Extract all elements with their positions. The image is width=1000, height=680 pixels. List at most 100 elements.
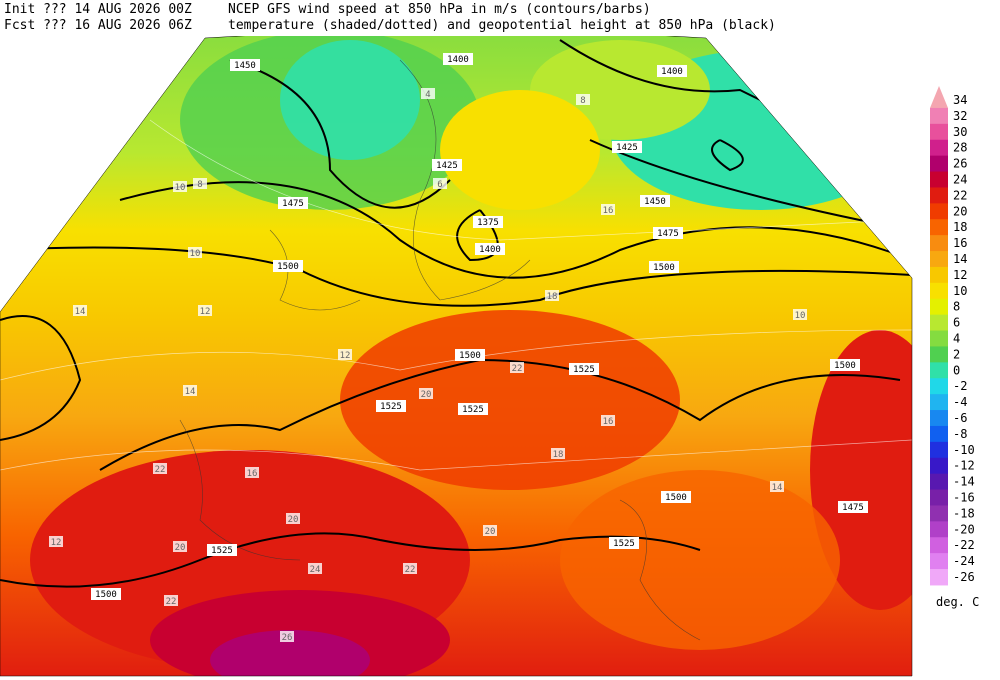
- colorbar-label: -4: [953, 395, 967, 409]
- color-swatch: [930, 489, 948, 506]
- label-box: [286, 513, 300, 524]
- label-box: [649, 261, 679, 273]
- label-box: [338, 349, 352, 360]
- label-box: [421, 88, 435, 99]
- temperature-label: 26: [282, 633, 293, 643]
- color-swatch: [930, 298, 948, 316]
- height-label: 1475: [842, 503, 864, 513]
- label-box: [569, 363, 599, 375]
- colorbar-label: -24: [953, 554, 975, 568]
- label-box: [458, 403, 488, 415]
- label-box: [403, 563, 417, 574]
- height-label: 1475: [282, 199, 304, 209]
- colorbar-label: -22: [953, 538, 975, 552]
- colorbar-label: -20: [953, 522, 975, 536]
- color-swatch: [930, 505, 948, 522]
- temperature-label: 20: [175, 543, 186, 553]
- colorbar-label: 6: [953, 316, 960, 330]
- label-box: [793, 309, 807, 320]
- temperature-label: 20: [288, 515, 299, 525]
- label-box: [419, 388, 433, 399]
- temperature-label: 24: [310, 565, 321, 575]
- color-swatch: [930, 569, 948, 586]
- label-box: [278, 197, 308, 209]
- label-box: [510, 362, 524, 373]
- height-label: 1425: [616, 143, 638, 153]
- colorbar-arrow: [930, 86, 948, 108]
- label-box: [475, 243, 505, 255]
- color-swatch: [930, 441, 948, 459]
- temperature-label: 14: [185, 387, 196, 397]
- height-label: 1525: [380, 402, 402, 412]
- colorbar-label: 0: [953, 363, 960, 377]
- colorbar-label: -16: [953, 491, 975, 505]
- colorbar-label: 32: [953, 109, 967, 123]
- label-box: [273, 260, 303, 272]
- temperature-label: 16: [603, 417, 614, 427]
- height-label: 1500: [95, 590, 117, 600]
- height-label: 1525: [462, 405, 484, 415]
- colorbar-label: -18: [953, 506, 975, 520]
- height-label: 1525: [613, 539, 635, 549]
- color-swatch: [930, 425, 948, 443]
- color-swatch: [930, 314, 948, 332]
- label-box: [551, 448, 565, 459]
- label-box: [433, 178, 447, 189]
- label-box: [545, 290, 559, 301]
- colorbar-label: 22: [953, 188, 967, 202]
- label-box: [188, 247, 202, 258]
- height-label: 1400: [479, 245, 501, 255]
- colorbar-label: 8: [953, 300, 960, 314]
- height-label: 1400: [661, 67, 683, 77]
- temperature-label: 12: [200, 307, 211, 317]
- temperature-label: 20: [485, 527, 496, 537]
- label-box: [443, 53, 473, 65]
- temperature-label: 6: [437, 180, 442, 190]
- label-box: [73, 305, 87, 316]
- height-label: 1500: [834, 361, 856, 371]
- color-swatch: [930, 251, 948, 268]
- colorbar-label: -2: [953, 379, 967, 393]
- height-label: 1425: [436, 161, 458, 171]
- label-box: [91, 588, 121, 600]
- colorbar-label: -12: [953, 459, 975, 473]
- label-box: [183, 385, 197, 396]
- temperature-label: 16: [603, 206, 614, 216]
- colorbar-label: 26: [953, 157, 967, 171]
- label-box: [432, 159, 462, 171]
- label-box: [308, 563, 322, 574]
- colorbar-label: 34: [953, 93, 967, 107]
- temperature-label: 18: [547, 292, 558, 302]
- temperature-label: 8: [580, 96, 585, 106]
- label-box: [661, 491, 691, 503]
- label-box: [153, 463, 167, 474]
- colorbar-label: 30: [953, 125, 967, 139]
- label-box: [173, 181, 187, 192]
- label-box: [280, 631, 294, 642]
- height-label: 1400: [447, 55, 469, 65]
- label-box: [193, 178, 207, 189]
- temperature-label: 12: [340, 351, 351, 361]
- color-swatch: [930, 457, 948, 475]
- temperature-label: 22: [166, 597, 177, 607]
- temperature-label: 22: [405, 565, 416, 575]
- colorbar-label: 20: [953, 204, 967, 218]
- color-swatch: [930, 155, 948, 173]
- title-line2: temperature (shaded/dotted) and geopoten…: [228, 18, 776, 33]
- height-label: 1450: [234, 61, 256, 71]
- colorbar-label: -10: [953, 443, 975, 457]
- label-box: [164, 595, 178, 606]
- label-box: [245, 467, 259, 478]
- color-swatch: [930, 139, 948, 157]
- colorbar-unit: deg. C: [936, 595, 979, 609]
- color-swatch: [930, 266, 948, 284]
- label-box: [473, 216, 503, 228]
- label-box: [376, 400, 406, 412]
- label-box: [207, 544, 237, 556]
- color-swatch: [930, 203, 948, 220]
- temperature-label: 20: [421, 390, 432, 400]
- label-box: [770, 481, 784, 492]
- height-label: 1500: [459, 351, 481, 361]
